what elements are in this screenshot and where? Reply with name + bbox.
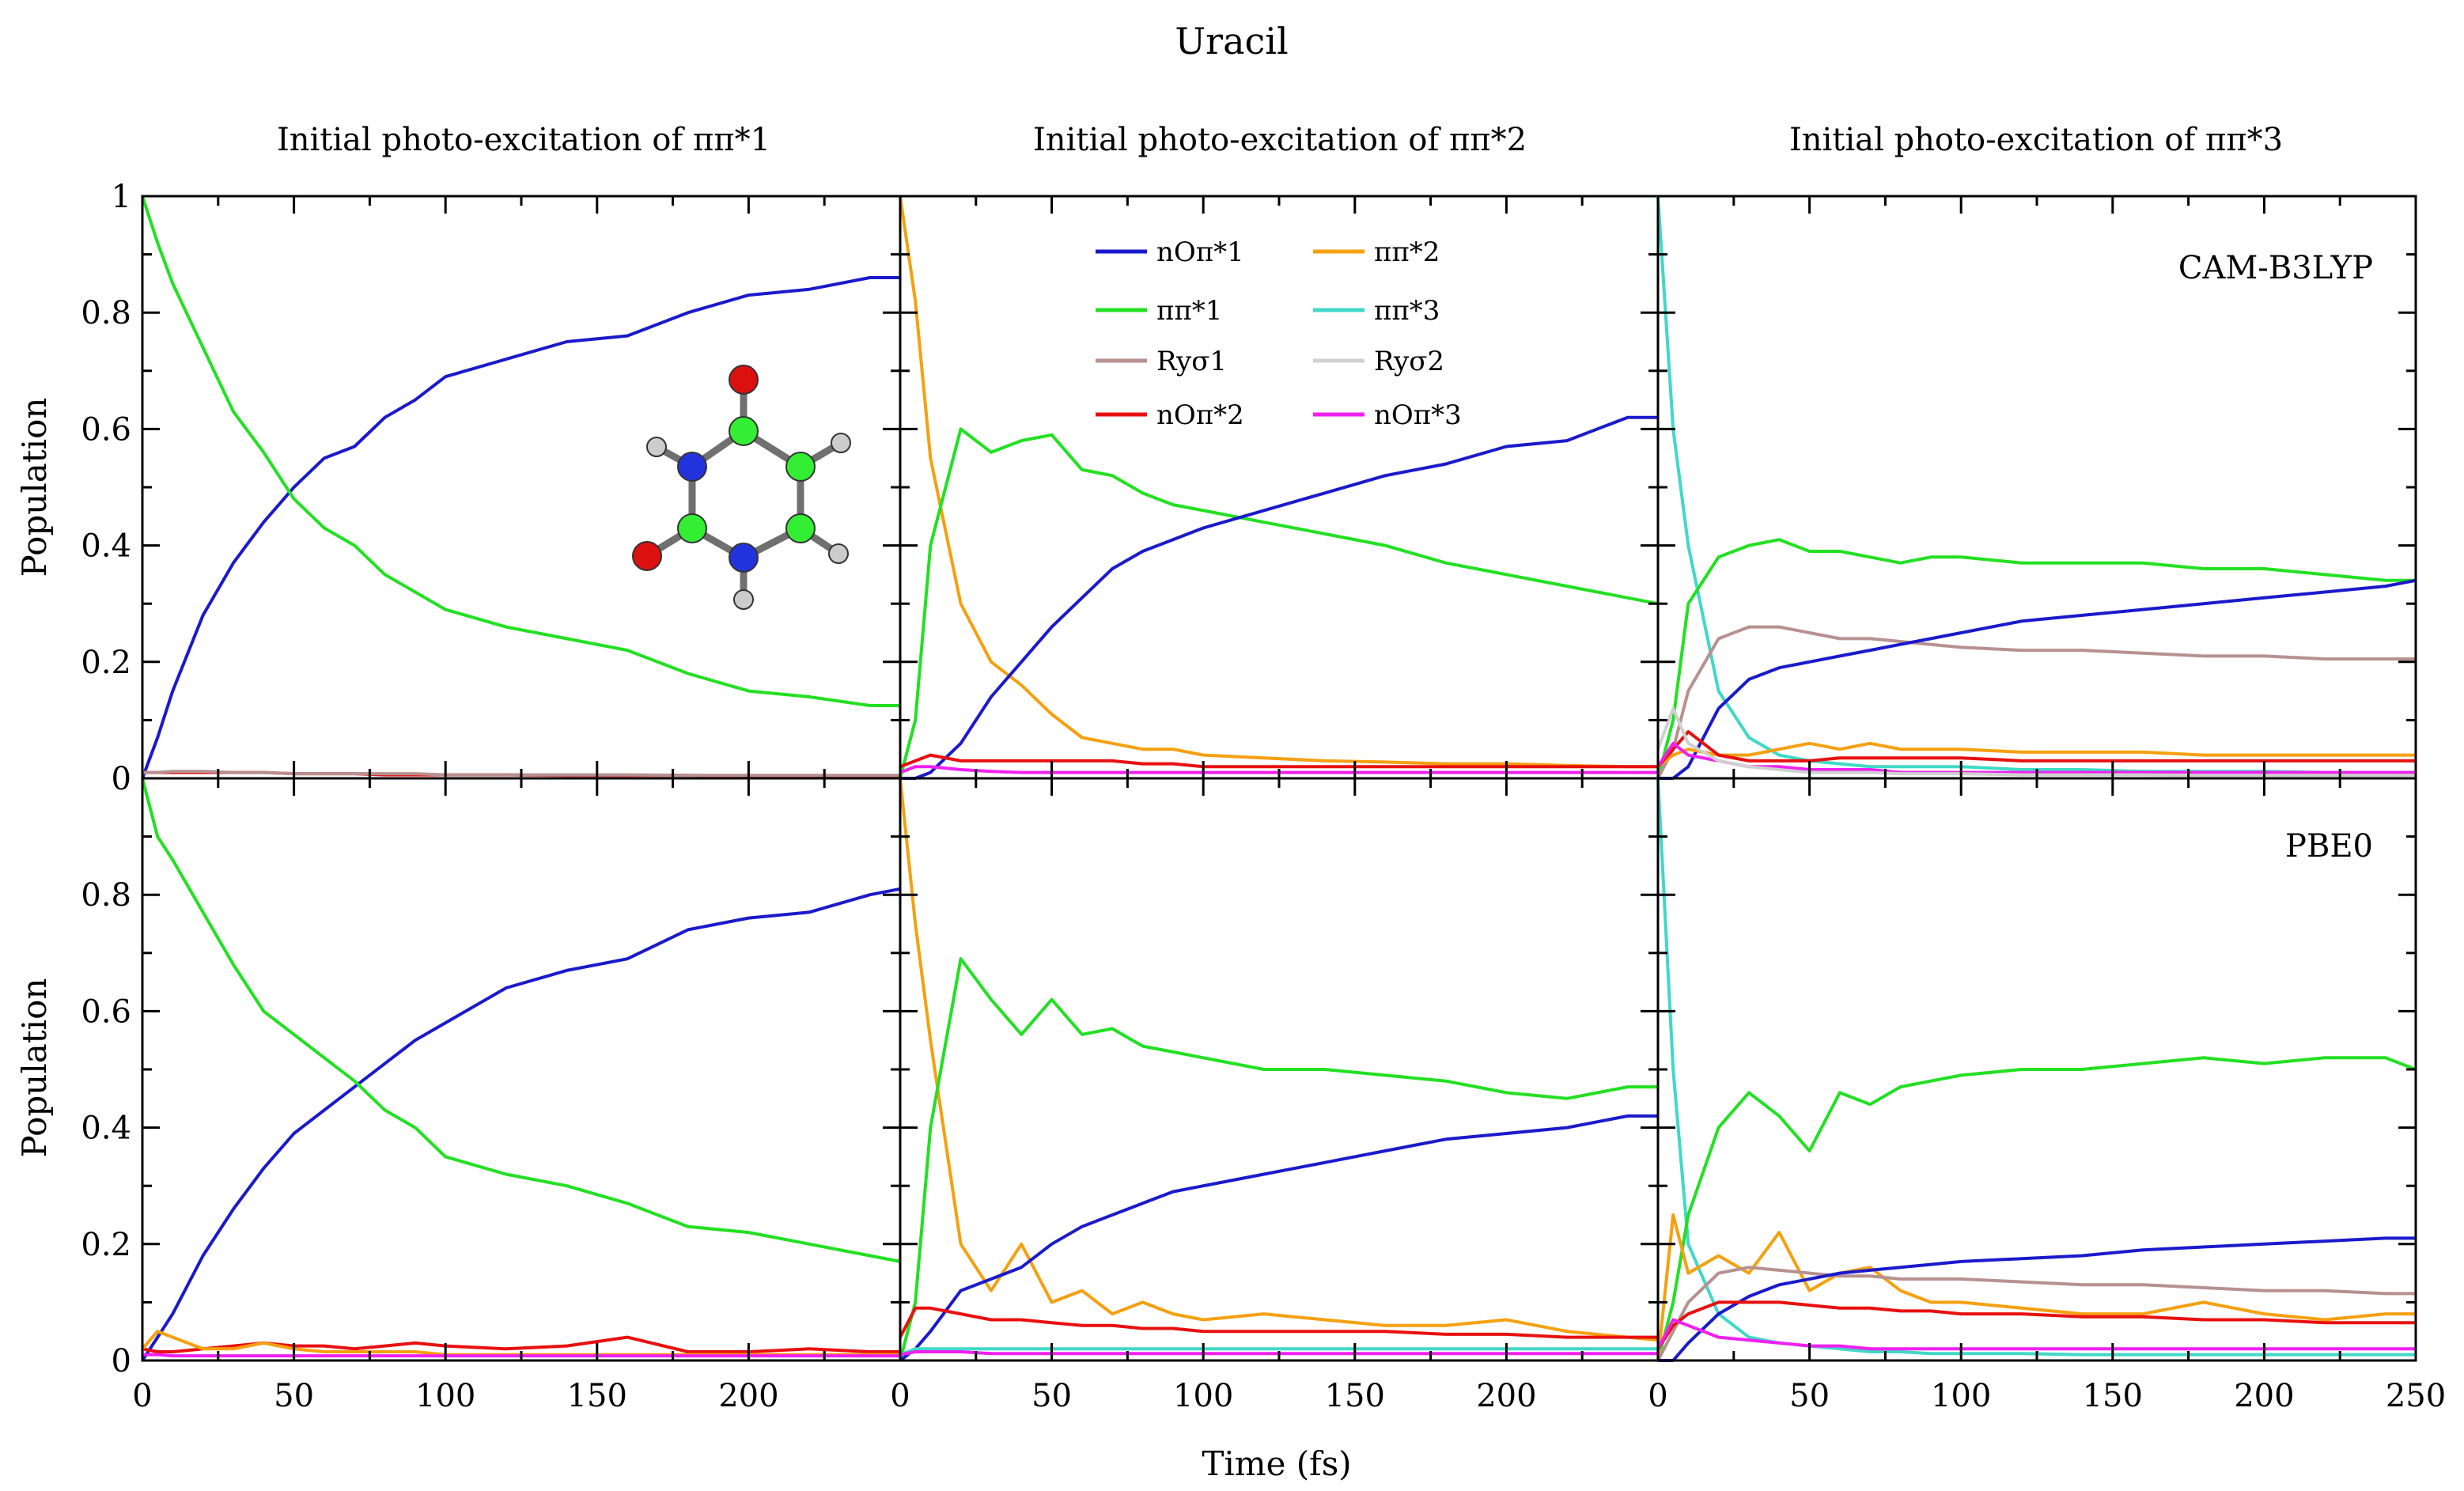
x-tick-label: 150 — [567, 1378, 627, 1414]
series-line-nopi2 — [899, 753, 1658, 769]
panel-frame — [141, 195, 902, 780]
x-tick-label: 150 — [2083, 1378, 2143, 1414]
series-line-pipi2 — [1656, 741, 2416, 768]
series-line-pipi1 — [1656, 1056, 2417, 1361]
y-tick-label: 0.8 — [81, 877, 131, 914]
series-line-nopi3 — [1656, 1318, 2416, 1351]
series-line-nopi1 — [141, 887, 901, 1362]
y-tick-label: 0 — [112, 761, 131, 797]
x-tick-label: 100 — [1173, 1378, 1233, 1414]
series-line-nopi2 — [899, 1306, 1658, 1339]
panel-1-2 — [899, 195, 1660, 780]
series-line-rys1 — [142, 770, 900, 778]
series-line-nopi1 — [900, 415, 1658, 780]
panel-2-3: 0 50 100 150 200 250 — [1648, 777, 2446, 1414]
legend-label-rys1: Ryσ1 — [1156, 346, 1227, 377]
series-line-nopi2 — [1656, 730, 2416, 768]
panel-2-1: 0 50 100 150 200 0 0.2 0.4 0.6 0.8 — [81, 777, 902, 1414]
series-line-pipi1 — [141, 778, 901, 1263]
series-line-nopi3 — [142, 1353, 900, 1358]
y-tick-label: 0.2 — [81, 645, 131, 681]
x-tick-label: 100 — [1931, 1378, 1991, 1414]
panel-1-1: 0 0.2 0.4 0.6 0.8 1 — [81, 179, 902, 797]
y-axis-label-top: Population — [15, 398, 54, 577]
series-line-nopi3 — [899, 1350, 1658, 1357]
x-tick-label: 200 — [2234, 1378, 2294, 1414]
y-axis-label-bottom: Population — [15, 978, 54, 1158]
column-title-2: Initial photo-excitation of ππ*2 — [1033, 122, 1527, 158]
y-tick-label: 0.8 — [81, 295, 131, 331]
legend-label-nopi2: nOπ*2 — [1156, 399, 1244, 431]
series-line-nopi1 — [1658, 578, 2417, 780]
column-title-3: Initial photo-excitation of ππ*3 — [1789, 122, 2283, 158]
panel-frame — [141, 777, 902, 1362]
series-line-pipi3 — [1656, 778, 2416, 1357]
y-tick-label: 0.6 — [81, 411, 131, 448]
panels: 00.20.40.60.810 50 100 150 20000.20.40.60.80… — [81, 179, 2446, 1414]
x-tick-label: 50 — [1789, 1378, 1830, 1414]
chart-title: Uracil — [1175, 20, 1288, 62]
molecule-atoms — [632, 365, 851, 610]
series-line-pipi1 — [141, 195, 900, 707]
y-tick-label: 0.2 — [81, 1227, 131, 1263]
y-tick-label: 1 — [112, 179, 131, 215]
legend-label-pipi1: ππ*1 — [1156, 295, 1222, 327]
panel-1-3 — [1656, 195, 2417, 780]
row-label-pbe0: PBE0 — [2285, 828, 2373, 865]
series-line-rys2 — [1656, 706, 2416, 778]
x-tick-label: 50 — [1031, 1378, 1072, 1414]
x-tick-label: 250 — [2386, 1378, 2446, 1414]
y-tick-label: 0.6 — [81, 993, 131, 1030]
series-line-pipi2 — [899, 778, 1659, 1342]
series-line-nopi1 — [141, 276, 900, 779]
x-tick-label: 0 — [1648, 1378, 1667, 1414]
column-title-1: Initial photo-excitation of ππ*1 — [277, 122, 770, 158]
series-line-pipi2 — [899, 195, 1658, 769]
x-tick-label: 100 — [415, 1378, 475, 1414]
legend-label-pipi3: ππ*3 — [1374, 295, 1440, 327]
series-line-nopi3 — [899, 765, 1658, 774]
y-tick-label: 0 — [112, 1343, 131, 1379]
series-line-nopi1 — [899, 1114, 1658, 1362]
series-line-rys1 — [1656, 1266, 2416, 1361]
x-tick-label: 200 — [1476, 1378, 1536, 1414]
legend-label-pipi2: ππ*2 — [1374, 237, 1440, 268]
x-tick-label: 0 — [132, 1378, 152, 1414]
series-line-pipi3 — [899, 1347, 1658, 1357]
x-tick-label: 150 — [1325, 1378, 1385, 1414]
row-label-cam-b3lyp: CAM-B3LYP — [2178, 250, 2373, 286]
legend-label-nopi1: nOπ*1 — [1156, 237, 1244, 268]
legend: nOπ*1 ππ*2 ππ*1 ππ*3 Ryσ1 Ryσ2 nOπ*2 nOπ… — [1096, 237, 1462, 431]
series-line-pipi1 — [1656, 538, 2416, 779]
series-line-pipi1 — [899, 427, 1659, 779]
series-line-pipi2 — [1656, 1213, 2416, 1361]
y-tick-label: 0.4 — [81, 528, 131, 565]
x-tick-label: 0 — [890, 1378, 910, 1414]
legend-label-nopi3: nOπ*3 — [1374, 399, 1462, 431]
uracil-molecule-inset — [632, 365, 851, 610]
y-tick-label: 0.4 — [81, 1111, 131, 1147]
x-tick-label: 200 — [718, 1378, 778, 1414]
series-line-nopi2 — [1656, 1300, 2416, 1350]
series-line-pipi1 — [899, 957, 1658, 1361]
x-axis-label: Time (fs) — [1202, 1444, 1351, 1483]
x-tick-label: 50 — [274, 1378, 314, 1414]
panel-2-2: 0 50 100 150 200 — [890, 777, 1660, 1414]
series-line-nopi1 — [1658, 1236, 2416, 1362]
panel-frame — [899, 195, 1660, 780]
legend-label-rys2: Ryσ2 — [1374, 346, 1444, 377]
